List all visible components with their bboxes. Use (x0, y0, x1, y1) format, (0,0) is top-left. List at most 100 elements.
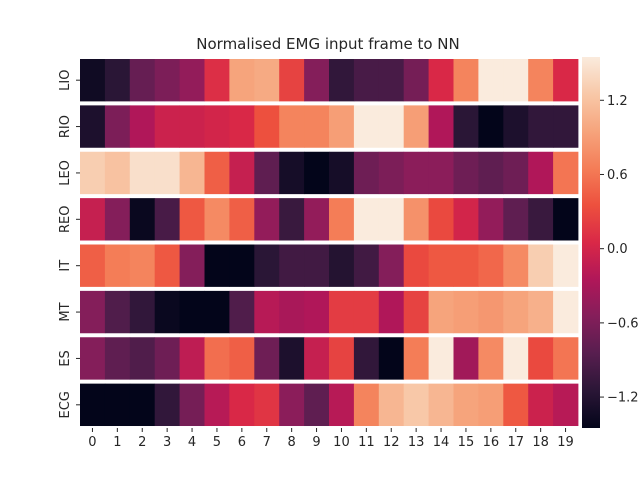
heatmap-cell-ES-19 (553, 337, 579, 380)
colorbar: 1.2 0.6 0.0 −0.6 −1.2 (582, 57, 639, 428)
chart-title: Normalised EMG input frame to NN (196, 35, 459, 53)
colorbar-tick-label: −0.6 (607, 316, 639, 331)
column-label-0: 0 (88, 435, 96, 450)
heatmap-cell-REO-15 (453, 198, 479, 241)
heatmap-cell-ES-1 (104, 337, 131, 380)
heatmap-cell-ES-14 (428, 337, 454, 380)
heatmap-cell-LEO-8 (279, 151, 305, 195)
heatmap-cell-IT-3 (154, 244, 180, 287)
heatmap-cell-LEO-12 (378, 151, 405, 195)
heatmap-cell-RIO-10 (329, 105, 355, 148)
heatmap-cell-ES-18 (528, 337, 554, 380)
heatmap-cell-LIO-17 (503, 59, 529, 102)
heatmap-cell-ECG-14 (428, 383, 454, 427)
heatmap-cell-ES-17 (503, 337, 529, 380)
heatmap-cell-ECG-4 (179, 383, 205, 427)
row-label-LEO: LEO (58, 160, 73, 186)
colorbar-tick-label: 0.6 (607, 168, 628, 183)
column-label-2: 2 (138, 435, 146, 450)
column-label-17: 17 (507, 435, 524, 450)
heatmap-cell-LEO-11 (353, 151, 380, 195)
heatmap-cell-LEO-9 (304, 151, 330, 195)
heatmap-cell-MT-2 (129, 290, 156, 334)
column-label-4: 4 (188, 435, 196, 450)
heatmap-cell-RIO-5 (204, 105, 230, 148)
heatmap-cell-REO-5 (204, 198, 230, 241)
heatmap-cell-REO-0 (80, 198, 106, 241)
heatmap-cell-LIO-6 (229, 59, 255, 102)
heatmap-cell-LEO-15 (453, 151, 479, 195)
heatmap-cell-LEO-18 (528, 151, 554, 195)
heatmap-cell-IT-0 (80, 244, 106, 287)
column-label-11: 11 (358, 435, 375, 450)
heatmap-cell-ES-4 (179, 337, 205, 380)
heatmap-cell-ES-9 (304, 337, 330, 380)
row-label-RIO: RIO (58, 115, 73, 138)
heatmap-cell-ES-2 (129, 337, 156, 380)
heatmap-cell-REO-12 (378, 198, 405, 241)
heatmap-cell-RIO-17 (503, 105, 529, 148)
heatmap-cell-RIO-12 (378, 105, 405, 148)
heatmap-cell-IT-7 (254, 244, 280, 287)
heatmap-cell-IT-15 (453, 244, 479, 287)
heatmap-cell-ECG-3 (154, 383, 180, 427)
heatmap-cell-LIO-4 (179, 59, 205, 102)
colorbar-tick-label: 0.0 (607, 242, 628, 257)
heatmap-cell-REO-7 (254, 198, 280, 241)
heatmap-cell-ES-6 (229, 337, 255, 380)
heatmap-cell-ECG-7 (254, 383, 280, 427)
heatmap-cell-ES-0 (80, 337, 106, 380)
heatmap-cell-REO-14 (428, 198, 454, 241)
heatmap-cell-RIO-19 (553, 105, 579, 148)
heatmap-cell-REO-13 (403, 198, 429, 241)
column-label-18: 18 (532, 435, 549, 450)
heatmap-cell-IT-14 (428, 244, 454, 287)
heatmap-cell-MT-5 (204, 290, 230, 334)
heatmap-cell-IT-9 (304, 244, 330, 287)
heatmap-cell-MT-8 (279, 290, 305, 334)
heatmap-cell-LEO-19 (553, 151, 579, 195)
heatmap-cell-LIO-7 (254, 59, 280, 102)
heatmap-cell-IT-17 (503, 244, 529, 287)
heatmap-cell-LEO-4 (179, 151, 205, 195)
heatmap-cell-MT-3 (154, 290, 180, 334)
heatmap-cell-RIO-16 (478, 105, 504, 148)
heatmap-cell-ES-15 (453, 337, 479, 380)
heatmap-cell-RIO-9 (304, 105, 330, 148)
column-label-15: 15 (458, 435, 475, 450)
colorbar-gradient (582, 57, 600, 428)
column-label-12: 12 (383, 435, 400, 450)
heatmap-cell-RIO-0 (80, 105, 106, 148)
heatmap-cell-REO-4 (179, 198, 205, 241)
heatmap-cell-IT-6 (229, 244, 255, 287)
heatmap-cell-IT-16 (478, 244, 504, 287)
heatmap-cell-ECG-2 (129, 383, 156, 427)
heatmap-cell-LIO-10 (329, 59, 355, 102)
heatmap-cell-LEO-7 (254, 151, 280, 195)
heatmap-cell-MT-14 (428, 290, 454, 334)
column-label-19: 19 (557, 435, 574, 450)
heatmap-cell-LEO-3 (154, 151, 180, 195)
heatmap-cell-ECG-15 (453, 383, 479, 427)
heatmap-cell-LIO-3 (154, 59, 180, 102)
heatmap-cell-ECG-16 (478, 383, 504, 427)
heatmap-cell-LEO-16 (478, 151, 504, 195)
heatmap-cell-ES-5 (204, 337, 230, 380)
heatmap-cell-REO-2 (129, 198, 156, 241)
column-label-1: 1 (113, 435, 121, 450)
heatmap-cell-MT-0 (80, 290, 106, 334)
heatmap-cell-IT-1 (104, 244, 131, 287)
heatmap-cell-IT-11 (353, 244, 380, 287)
heatmap-cell-LIO-16 (478, 59, 504, 102)
column-label-9: 9 (312, 435, 320, 450)
heatmap-cells (80, 59, 579, 427)
column-label-14: 14 (433, 435, 450, 450)
heatmap-cell-RIO-3 (154, 105, 180, 148)
heatmap-cell-MT-4 (179, 290, 205, 334)
heatmap-cell-ES-11 (353, 337, 380, 380)
heatmap-cell-REO-10 (329, 198, 355, 241)
column-label-13: 13 (408, 435, 425, 450)
heatmap-cell-ECG-17 (503, 383, 529, 427)
heatmap-cell-RIO-2 (129, 105, 156, 148)
